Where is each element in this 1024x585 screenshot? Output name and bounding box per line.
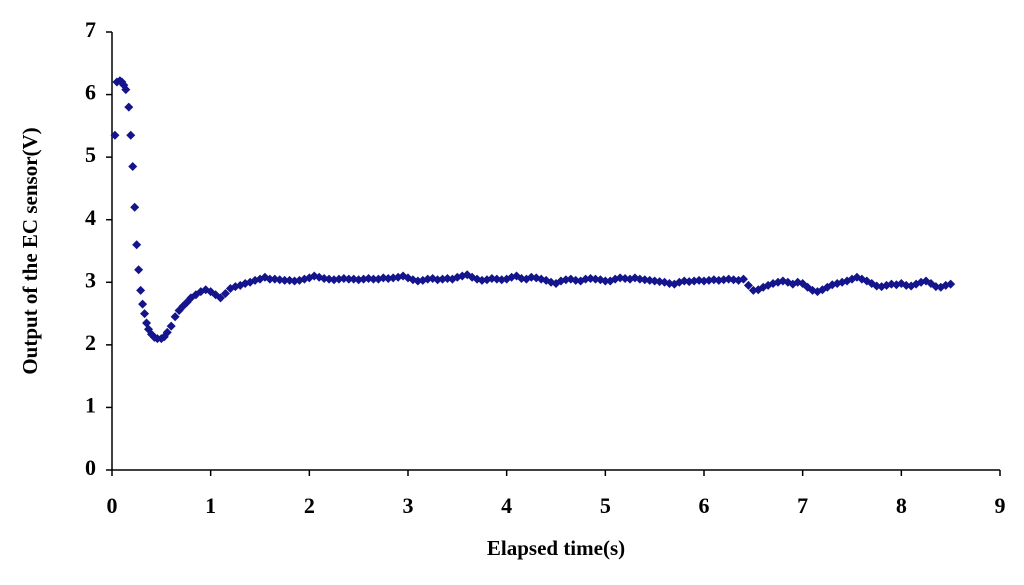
x-tick-label: 0 (107, 493, 118, 518)
point (216, 293, 226, 303)
x-tick-label: 9 (995, 493, 1006, 518)
point (136, 285, 146, 295)
x-tick-label: 5 (600, 493, 611, 518)
y-axis-title: Output of the EC sensor(V) (18, 127, 42, 374)
point (946, 279, 956, 289)
point (265, 274, 275, 284)
point (138, 299, 148, 309)
point (344, 274, 354, 284)
y-tick-label: 6 (85, 80, 96, 105)
y-tick-label: 1 (85, 392, 96, 417)
point (280, 275, 290, 285)
x-tick-label: 3 (403, 493, 414, 518)
x-tick-label: 7 (797, 493, 808, 518)
point (166, 321, 176, 331)
point (738, 274, 748, 284)
point (130, 202, 140, 212)
point (126, 130, 136, 140)
point (134, 265, 144, 275)
y-tick-label: 5 (85, 142, 96, 167)
point (110, 130, 120, 140)
point (128, 162, 138, 172)
x-tick-label: 6 (699, 493, 710, 518)
x-tick-label: 1 (205, 493, 216, 518)
x-tick-label: 2 (304, 493, 315, 518)
point (162, 327, 172, 337)
y-tick-label: 2 (85, 330, 96, 355)
point (170, 312, 180, 322)
point (368, 274, 378, 284)
y-tick-label: 4 (85, 205, 96, 230)
point (132, 240, 142, 250)
point (124, 102, 134, 112)
point (600, 276, 610, 286)
x-axis-title: Elapsed time(s) (487, 536, 625, 560)
point (743, 280, 753, 290)
point (121, 85, 131, 95)
x-tick-label: 8 (896, 493, 907, 518)
x-tick-label: 4 (501, 493, 512, 518)
point (140, 309, 150, 319)
y-tick-label: 0 (85, 455, 96, 480)
point (250, 275, 260, 285)
y-tick-label: 7 (85, 17, 96, 42)
point (220, 289, 230, 299)
y-tick-label: 3 (85, 267, 96, 292)
